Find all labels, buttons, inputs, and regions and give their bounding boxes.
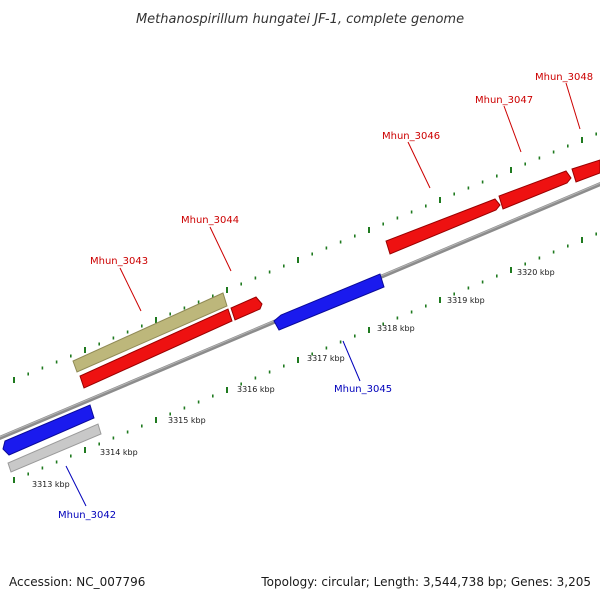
- gene-arrow-mhun-3044[interactable]: [230, 296, 263, 321]
- leader-line-mhun-3046: [407, 141, 431, 189]
- leader-line-mhun-3043: [119, 267, 142, 312]
- leader-line-mhun-3048: [565, 82, 581, 130]
- kbp-label-3313: 3313 kbp: [32, 480, 70, 489]
- gene-arrow-grey[interactable]: [7, 423, 102, 473]
- gene-arrow-mhun-3043[interactable]: [79, 308, 233, 389]
- gene-arrow-mhun-3047[interactable]: [498, 170, 572, 210]
- kbp-label-3320: 3320 kbp: [517, 268, 555, 277]
- gene-arrow-mhun-3045[interactable]: [273, 273, 385, 331]
- gene-label-mhun-3048[interactable]: Mhun_3048: [535, 72, 593, 83]
- kbp-label-3317: 3317 kbp: [307, 354, 345, 363]
- leader-line-mhun-3045: [342, 340, 361, 382]
- kbp-label-3316: 3316 kbp: [237, 385, 275, 394]
- gene-arrow-mhun-3046[interactable]: [385, 198, 501, 255]
- kbp-label-3319: 3319 kbp: [447, 296, 485, 305]
- gene-label-mhun-3044[interactable]: Mhun_3044: [181, 215, 239, 226]
- kbp-label-3315: 3315 kbp: [168, 416, 206, 425]
- position-labels: 3313 kbp 3314 kbp 3315 kbp 3316 kbp 3317…: [32, 268, 555, 489]
- gene-label-mhun-3043[interactable]: Mhun_3043: [90, 256, 148, 267]
- genome-title: Methanospirillum hungatei JF-1, complete…: [136, 12, 464, 27]
- accession-label: Accession: NC_007796: [9, 575, 145, 589]
- gene-label-mhun-3045[interactable]: Mhun_3045: [334, 384, 392, 395]
- genome-summary-label: Topology: circular; Length: 3,544,738 bp…: [260, 575, 591, 589]
- gene-arrow-mhun-3042[interactable]: [2, 404, 95, 456]
- leader-line-mhun-3044: [209, 226, 232, 272]
- leader-line-mhun-3042: [65, 465, 87, 507]
- gene-label-mhun-3046[interactable]: Mhun_3046: [382, 131, 440, 142]
- gene-labels: Mhun_3042 Mhun_3043 Mhun_3044 Mhun_3045 …: [58, 72, 593, 521]
- kbp-label-3318: 3318 kbp: [377, 324, 415, 333]
- tick-row-reverse: [13, 232, 598, 483]
- gene-arrow-mhun-3048[interactable]: [571, 159, 600, 183]
- label-leaders: [65, 82, 581, 507]
- tick-row-forward: [13, 132, 598, 383]
- leader-line-mhun-3047: [503, 105, 522, 153]
- gene-label-mhun-3047[interactable]: Mhun_3047: [475, 95, 533, 106]
- gene-arrow-olive[interactable]: [72, 292, 228, 373]
- gene-label-mhun-3042[interactable]: Mhun_3042: [58, 510, 116, 521]
- kbp-label-3314: 3314 kbp: [100, 448, 138, 457]
- gene-features: [2, 159, 600, 473]
